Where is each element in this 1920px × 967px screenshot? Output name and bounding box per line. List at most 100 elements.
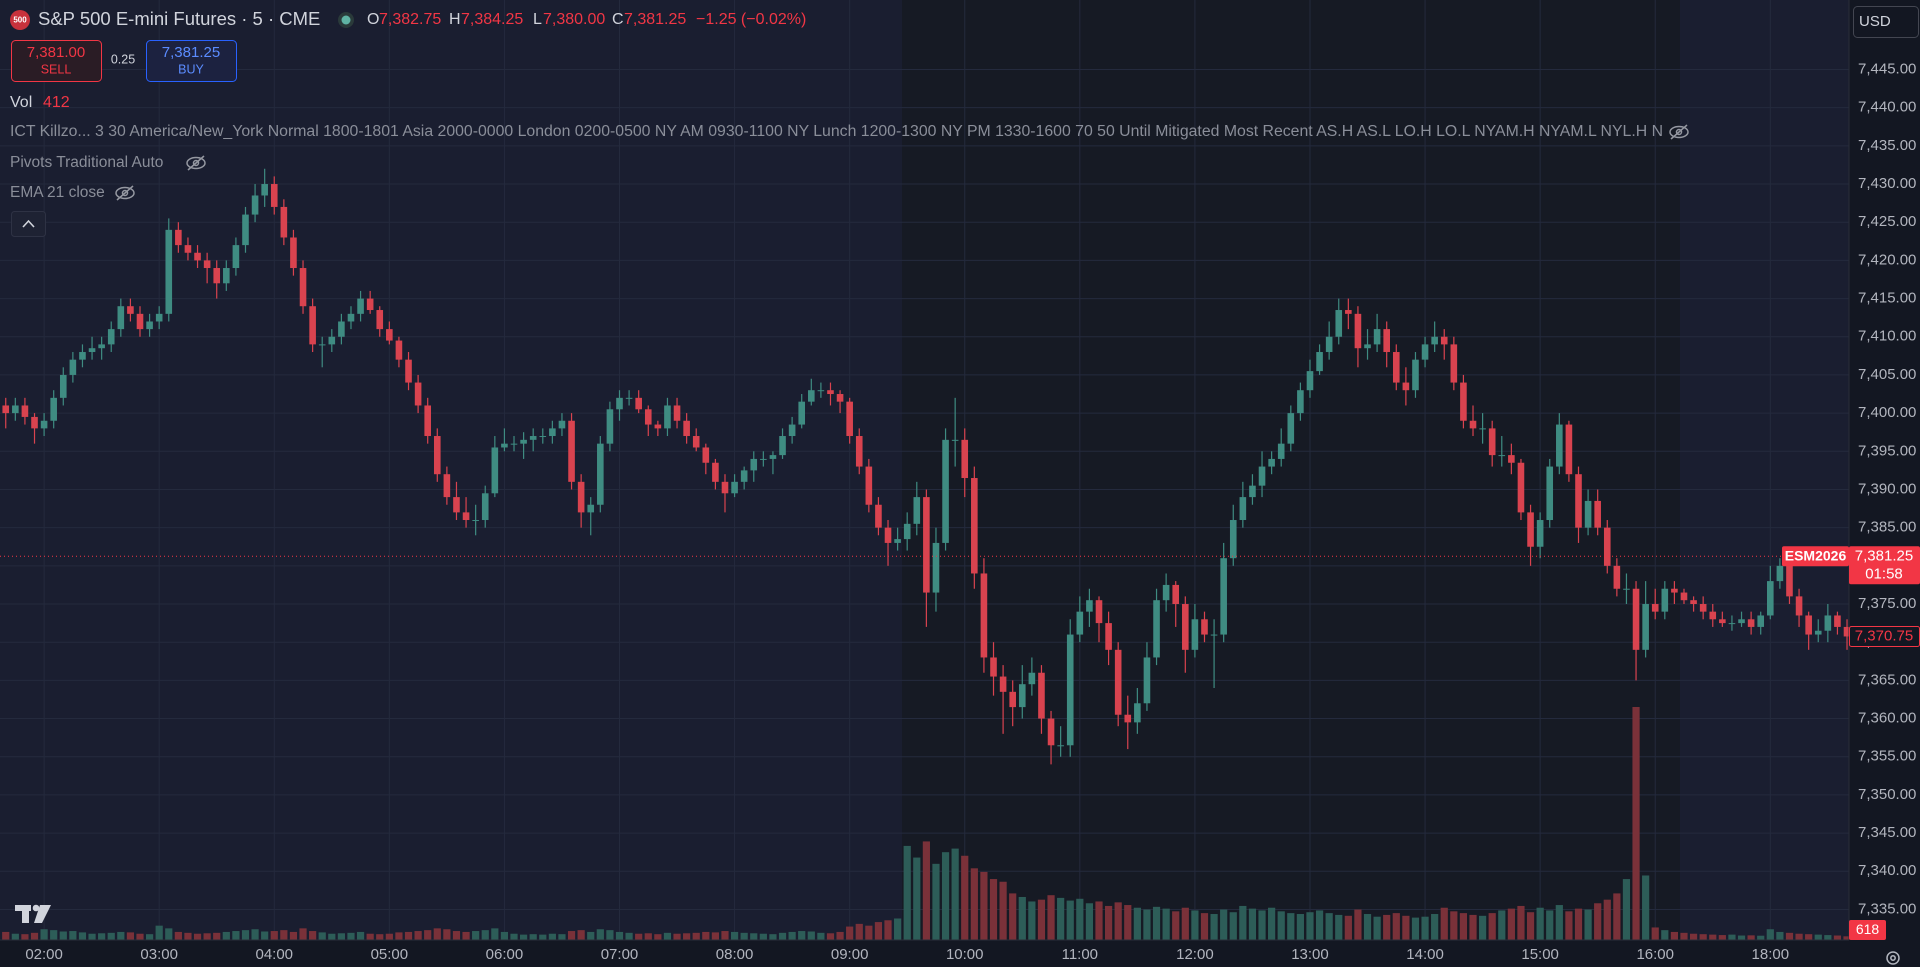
candle-body [1757, 615, 1765, 627]
candle-body [769, 455, 777, 459]
candle-body [1719, 619, 1726, 624]
volume-bar [347, 932, 355, 940]
sell-label: SELL [41, 62, 72, 76]
candle-body [1814, 630, 1822, 635]
x-tick-label: 02:00 [25, 946, 63, 963]
volume-bar [673, 933, 681, 940]
buy-price: 7,381.25 [162, 44, 220, 61]
candle-body [1172, 584, 1180, 605]
volume-bar [433, 928, 441, 940]
candle-body [1162, 584, 1170, 601]
hidden-icon[interactable] [186, 155, 206, 171]
sell-button[interactable] [11, 40, 102, 82]
y-tick-label: 7,340.00 [1858, 862, 1916, 879]
volume-bar [740, 932, 748, 940]
volume-label[interactable]: Vol [10, 94, 32, 111]
ict-indicator[interactable]: ICT Killzo... 3 30 America/New_York Norm… [10, 123, 1663, 140]
candle-body [366, 298, 374, 311]
price-tag-text: 7,381.25 [1855, 547, 1913, 564]
volume-bar [1584, 909, 1592, 940]
volume-bar [730, 931, 739, 940]
volume-bar [1680, 932, 1688, 940]
volume-bar [1431, 914, 1439, 940]
candle-body [2, 405, 10, 414]
x-tick-label: 10:00 [946, 946, 984, 963]
volume-bar [1085, 903, 1094, 940]
candle-body [12, 405, 19, 414]
candle-body [1095, 600, 1103, 624]
candle-body [386, 329, 393, 341]
candle-body [1508, 455, 1515, 463]
hidden-icon[interactable] [1669, 124, 1689, 140]
pivots-indicator[interactable]: Pivots Traditional Auto [10, 154, 163, 171]
buy-button[interactable] [146, 40, 237, 82]
candle-body [808, 390, 815, 402]
candle-body [932, 542, 940, 593]
volume-bar [1526, 912, 1535, 940]
volume-bar [155, 925, 163, 940]
ohlc-label: L [533, 11, 542, 28]
volume-bar [491, 928, 499, 940]
candle-body [1651, 604, 1659, 612]
candle-body [913, 497, 921, 524]
hidden-icon[interactable] [115, 185, 135, 201]
y-tick-label: 7,345.00 [1858, 824, 1916, 841]
candle-body [338, 321, 345, 337]
collapse-button[interactable] [11, 211, 46, 237]
volume-bar [145, 934, 154, 940]
currency-button[interactable] [1853, 6, 1919, 38]
volume-bar [404, 931, 413, 940]
candle-body [558, 420, 566, 429]
volume-bar [778, 932, 787, 940]
volume-bar [126, 932, 135, 940]
candle-body [376, 310, 384, 330]
y-tick-label: 7,430.00 [1858, 175, 1916, 192]
candle-body [587, 504, 595, 513]
ema-indicator[interactable]: EMA 21 close [10, 184, 105, 201]
candle-body [971, 478, 978, 574]
ohlc-label: H [449, 11, 461, 28]
candle-body [107, 329, 115, 345]
candle-body [731, 481, 738, 494]
ohlc-value: 7,380.00 [543, 11, 605, 28]
volume-bar [1670, 931, 1678, 940]
candle-body [520, 439, 527, 444]
volume-bar [692, 932, 700, 940]
candle-body [232, 245, 240, 269]
x-tick-label: 07:00 [601, 946, 639, 963]
logo[interactable] [15, 904, 51, 923]
volume-bar [1833, 935, 1842, 940]
settings-icon[interactable] [1886, 951, 1900, 965]
y-tick-label: 7,350.00 [1858, 786, 1916, 803]
candle-body [203, 260, 211, 269]
y-tick-label: 7,420.00 [1858, 251, 1916, 268]
candle-body [1613, 565, 1621, 589]
candle-body [817, 390, 825, 392]
volume-bar [232, 931, 240, 940]
symbol-badge[interactable] [10, 10, 30, 30]
volume-tag-text: 618 [1856, 921, 1880, 937]
plot-area [0, 0, 1851, 940]
candle-body [1661, 588, 1669, 612]
candle-body [1354, 313, 1362, 349]
volume-bar [1114, 902, 1122, 940]
candle-body [903, 523, 911, 540]
candle-body [1345, 310, 1352, 314]
y-tick-label: 7,445.00 [1858, 60, 1916, 77]
candle-body [923, 497, 930, 593]
volume-bar [855, 923, 863, 940]
volume-bar [1018, 896, 1026, 940]
volume-bar [88, 933, 96, 940]
candle-body [405, 359, 412, 383]
volume-bar [481, 930, 489, 940]
volume-bar [1268, 907, 1276, 940]
volume-bar [1162, 908, 1170, 940]
candle-body [136, 313, 144, 330]
symbol-title[interactable]: S&P 500 E-mini Futures · 5 · CME [38, 8, 320, 29]
candle-body [424, 405, 431, 437]
volume-bar [1536, 907, 1544, 940]
volume-bar [1315, 910, 1324, 940]
candle-body [1249, 485, 1256, 498]
